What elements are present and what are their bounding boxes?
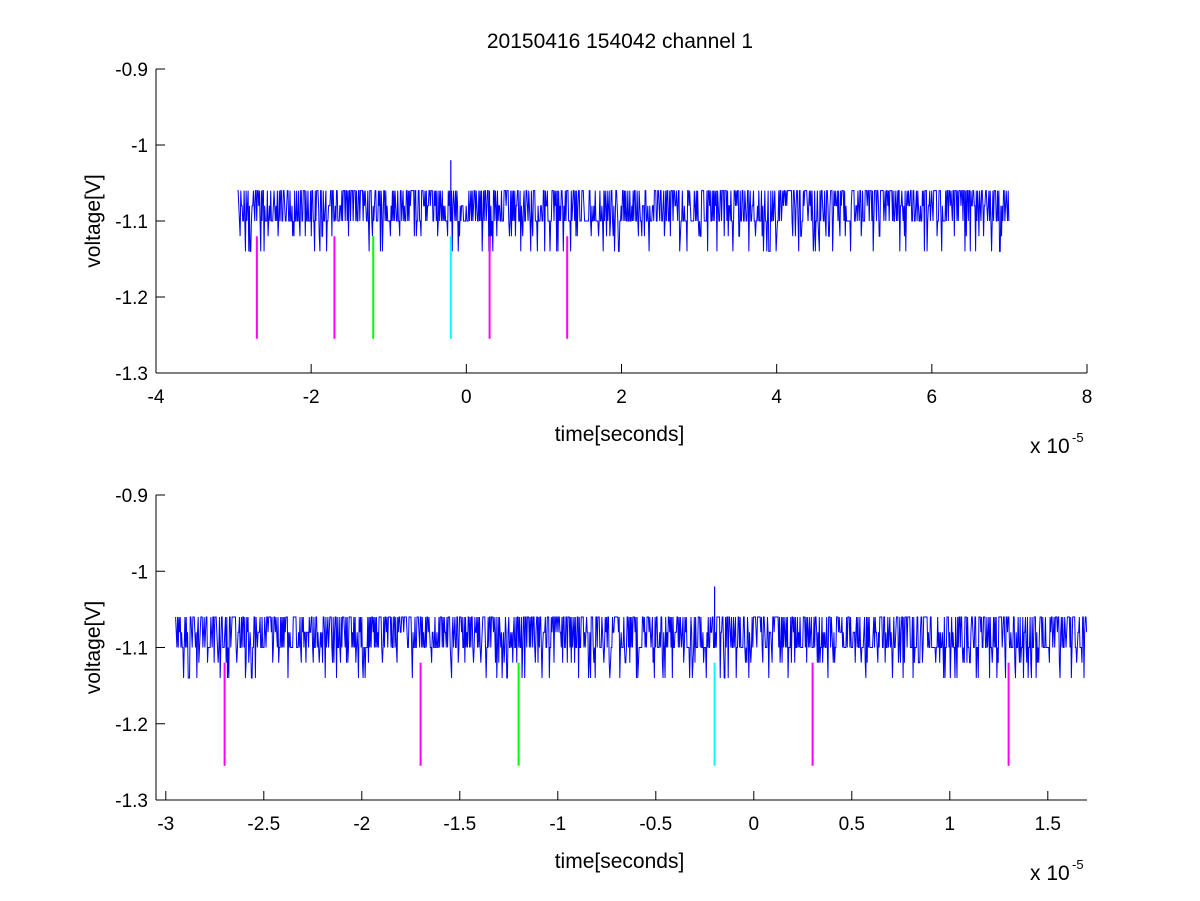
x-tick-label: 1.5 [1035,814,1061,835]
x-exponent-base: x 10 [1030,435,1070,458]
y-tick-label: -1.1 [115,212,148,233]
y-tick-label: -1.2 [115,288,148,309]
x-exponent-base: x 10 [1030,862,1070,885]
x-exponent: -5 [1072,430,1084,445]
x-axis-label: time[seconds] [555,850,685,873]
y-tick-label: -0.9 [115,486,148,507]
x-tick-label: 0 [461,387,472,408]
signal-trace [175,616,1087,679]
x-tick-label: -3 [157,814,174,835]
figure-title: 20150416 154042 channel 1 [487,30,753,53]
bottom-plot: -0.9 -1 -1.1 -1.2 -1.3 -3 -2.5 -2 -1.5 -1 -0.5 0 0.5… [82,486,1087,885]
x-tick-label: 0.5 [839,814,865,835]
x-tick-label: 2 [616,387,627,408]
y-axis-label: voltage[V] [82,174,105,267]
x-tick-label: 0 [749,814,760,835]
x-tick-label: -1 [549,814,566,835]
x-tick-label: 8 [1082,387,1093,408]
x-axis-label: time[seconds] [555,423,685,446]
x-tick-label: -1.5 [443,814,476,835]
signal-trace [237,190,1010,252]
y-tick-label: -0.9 [115,60,148,81]
top-plot: -0.9 -1 -1.1 -1.2 -1.3-4 -2 0 2 4 6 8 time[seconds]… [82,60,1092,458]
y-tick-label: -1.1 [115,639,148,660]
x-tick-label: -0.5 [639,814,672,835]
x-tick-label: -2 [303,387,320,408]
x-tick-label: 1 [945,814,956,835]
y-tick-label: -1 [131,136,148,157]
y-tick-label: -1.3 [115,791,148,812]
y-tick-label: -1.2 [115,715,148,736]
x-tick-label: 6 [927,387,938,408]
y-axis-label: voltage[V] [82,601,105,694]
x-tick-label: 4 [771,387,782,408]
x-exponent: -5 [1072,857,1084,872]
y-tick-label: -1.3 [115,364,148,385]
y-tick-label: -1 [131,562,148,583]
x-tick-label: -4 [148,387,165,408]
x-tick-label: -2.5 [247,814,280,835]
x-tick-label: -2 [353,814,370,835]
